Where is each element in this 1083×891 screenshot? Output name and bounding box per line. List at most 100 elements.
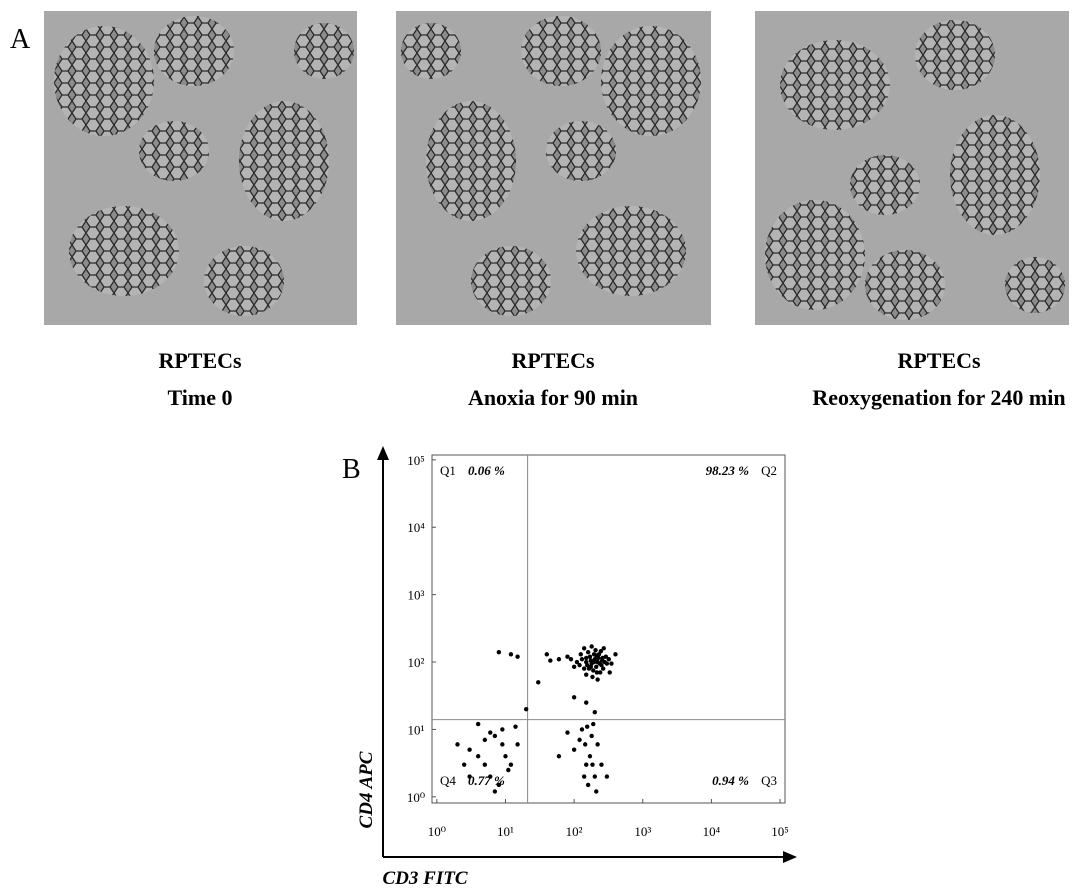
y-tick-label: 10² [408, 655, 425, 670]
point [590, 762, 595, 767]
point [515, 742, 520, 747]
point [565, 654, 570, 659]
point [604, 774, 610, 779]
point [496, 782, 502, 788]
point [482, 737, 488, 743]
quadrant-name: Q1 [440, 463, 456, 478]
point [536, 680, 541, 685]
point [591, 721, 596, 727]
point [482, 762, 488, 767]
point [571, 747, 577, 752]
point [579, 657, 585, 662]
y-tick-label: 10¹ [408, 722, 425, 737]
point [587, 754, 593, 759]
point [584, 762, 589, 767]
point [467, 774, 472, 779]
point [601, 646, 606, 651]
y-tick-label: 10⁵ [407, 453, 425, 468]
point [503, 754, 508, 759]
point [568, 657, 574, 662]
point [609, 661, 614, 666]
y-tick-label: 10³ [408, 588, 425, 603]
point [595, 742, 600, 747]
x-tick-label: 10² [566, 824, 583, 839]
point [604, 661, 610, 666]
point [589, 644, 594, 649]
x-tick-label: 10³ [634, 824, 651, 839]
point [593, 647, 598, 653]
point [588, 664, 594, 669]
point [571, 695, 577, 700]
quadrant-name: Q4 [440, 773, 456, 788]
caption: Reoxygenation for 240 min [812, 385, 1065, 410]
point [571, 664, 577, 669]
x-tick-label: 10¹ [497, 824, 514, 839]
point [594, 670, 600, 675]
caption: RPTECs [158, 348, 242, 373]
quadrant-name: Q2 [761, 463, 777, 478]
point [590, 674, 595, 680]
point [594, 789, 599, 794]
point [584, 655, 589, 661]
point [598, 648, 604, 654]
point [578, 652, 583, 657]
point [496, 649, 502, 655]
point [508, 762, 514, 767]
point [599, 762, 604, 767]
point [548, 658, 553, 663]
micrograph [755, 11, 1069, 325]
panel-b: B CD4 APC CD3 FITC 10⁰ 10¹ 10² 10³ 10⁴ 10⁵ 10⁰… [342, 446, 797, 889]
panel-a: A RPTECs Time 0 RPTECs Anoxia for 90 min… [10, 11, 1069, 410]
micrograph [396, 11, 711, 325]
point [492, 789, 498, 794]
point [455, 742, 460, 747]
point [597, 661, 602, 666]
point [475, 754, 481, 759]
point [591, 668, 596, 673]
point [587, 654, 593, 659]
y-axis-title: CD4 APC [356, 751, 377, 828]
point [488, 774, 493, 779]
panel-label: A [10, 24, 31, 55]
point [584, 724, 590, 729]
point [523, 706, 529, 712]
point [589, 733, 594, 739]
point [544, 652, 550, 657]
point [581, 774, 587, 779]
plot-frame [431, 454, 786, 804]
point [579, 727, 585, 732]
quadrant-name: Q3 [761, 773, 777, 788]
x-tick-label: 10⁴ [703, 824, 721, 839]
point [599, 658, 605, 663]
point [594, 653, 599, 658]
point [584, 700, 589, 705]
quadrant-percent: 98.23 % [706, 463, 750, 478]
point [591, 659, 597, 665]
point [515, 654, 520, 659]
quadrant-percent: 0.77 % [468, 773, 505, 788]
point [556, 657, 562, 662]
point [603, 654, 609, 659]
point [583, 742, 588, 747]
point [581, 646, 587, 651]
point [577, 662, 582, 668]
point [508, 652, 514, 657]
point [461, 762, 467, 767]
x-axis-title: CD3 FITC [383, 868, 468, 889]
point [592, 774, 597, 779]
point [513, 724, 518, 729]
point [492, 733, 498, 739]
y-tick-label: 10⁰ [407, 790, 425, 805]
point [613, 652, 618, 657]
x-tick-label: 10⁵ [771, 824, 789, 839]
y-tick-label: 10⁴ [407, 520, 425, 535]
quadrant-percent: 0.06 % [468, 463, 505, 478]
caption: RPTECs [897, 348, 981, 373]
point [574, 659, 580, 665]
point [577, 737, 582, 743]
point [600, 666, 606, 671]
point [595, 677, 600, 682]
point [584, 672, 589, 677]
